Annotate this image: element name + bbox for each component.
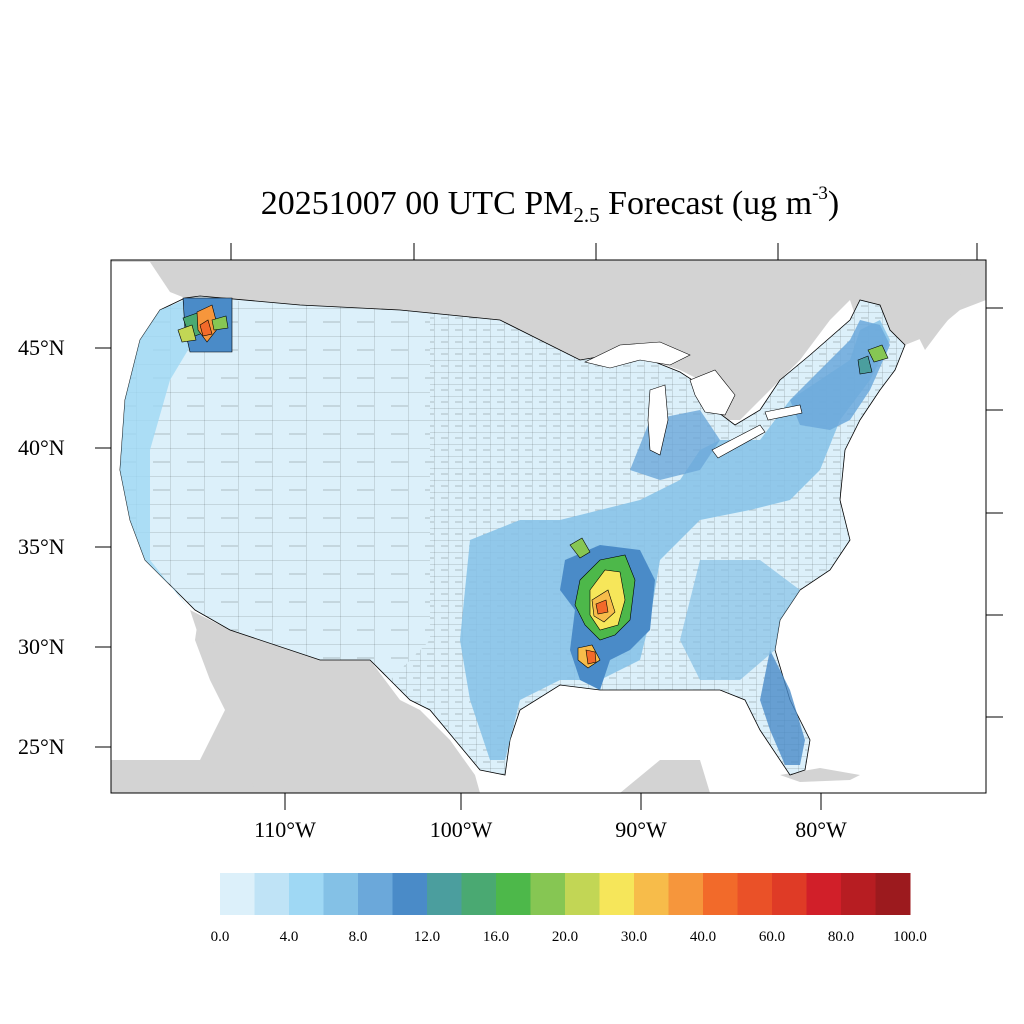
- me-teal: [857, 355, 873, 375]
- colorbar-swatch: [668, 873, 704, 915]
- lat-label-40: 40°N: [18, 435, 65, 460]
- lat-label-45: 45°N: [18, 335, 65, 360]
- colorbar-label: 0.0: [210, 929, 230, 945]
- colorbar-label: 100.0: [893, 929, 927, 945]
- hotspot-south-red: [585, 649, 597, 665]
- wa-yellowgreen: [177, 324, 197, 343]
- colorbar-swatch: [358, 873, 393, 915]
- lon-label-90: 90°W: [615, 817, 667, 842]
- colorbar-swatch: [461, 873, 497, 915]
- colorbar-swatch: [875, 873, 911, 915]
- colorbar-label: 12.0: [413, 929, 441, 945]
- colorbar-swatch: [841, 873, 876, 915]
- colorbar-label: 16.0: [482, 929, 510, 945]
- mexico-landmass: [111, 610, 480, 793]
- colorbar-swatch: [323, 873, 359, 915]
- lake-michigan: [647, 384, 669, 456]
- top-ticks: [230, 243, 978, 260]
- colorbar-swatch: [565, 873, 600, 915]
- hotspot-red: [595, 599, 609, 615]
- lake-ontario: [764, 404, 803, 421]
- lat-label-35: 35°N: [18, 534, 65, 559]
- lake-erie: [711, 424, 766, 459]
- central-band: [460, 320, 890, 760]
- colorbar-swatch: [427, 873, 462, 915]
- lake-huron: [689, 369, 736, 416]
- title-suffix: ): [827, 185, 840, 222]
- colorbar-label: 30.0: [620, 929, 648, 945]
- northeast-region: [790, 320, 890, 430]
- wa-green-east: [211, 315, 229, 331]
- baja-peninsula: [195, 620, 270, 790]
- title-prefix: 20251007 00 UTC PM: [260, 185, 574, 222]
- yucatan: [620, 760, 710, 793]
- west-coast-band: [120, 300, 200, 610]
- colorbar-swatch: [703, 873, 738, 915]
- colorbar-label: 20.0: [551, 929, 579, 945]
- colorbar: [220, 873, 911, 915]
- southeast-band: [680, 560, 800, 680]
- colorbar-label: 80.0: [827, 929, 855, 945]
- colorbar-swatch: [254, 873, 290, 915]
- colorbar-swatch: [530, 873, 566, 915]
- right-ticks: [986, 307, 1003, 718]
- colorbar-label: 60.0: [758, 929, 786, 945]
- left-ticks: [95, 347, 111, 748]
- canada-landmass: [111, 260, 986, 420]
- wa-red: [199, 319, 213, 337]
- bottom-ticks: [284, 793, 822, 810]
- colorbar-swatch: [634, 873, 669, 915]
- colorbar-swatch: [392, 873, 428, 915]
- florida-region: [760, 650, 805, 765]
- colorbar-label: 40.0: [689, 929, 717, 945]
- lon-label-100: 100°W: [429, 817, 493, 842]
- title-middle: Forecast (ug m: [599, 185, 813, 222]
- lake-superior: [584, 341, 691, 369]
- title-subscript: 2.5: [573, 203, 600, 227]
- colorbar-swatch: [289, 873, 324, 915]
- me-green: [867, 344, 889, 363]
- hotspot-green-north: [569, 537, 591, 559]
- canada-east-island: [915, 270, 986, 350]
- lon-label-110: 110°W: [254, 817, 316, 842]
- colorbar-swatch: [496, 873, 531, 915]
- colorbar-swatch: [772, 873, 807, 915]
- map-title: 20251007 00 UTC PM2.5 Forecast (ug m-3): [0, 183, 1024, 228]
- colorbar-label: 4.0: [279, 929, 299, 945]
- lat-label-30: 30°N: [18, 634, 65, 659]
- map-frame: [110, 259, 987, 794]
- colorbar-label: 8.0: [348, 929, 368, 945]
- colorbar-swatch: [599, 873, 635, 915]
- title-superscript: -3: [812, 183, 828, 204]
- colorbar-swatch: [220, 873, 255, 915]
- lon-label-80: 80°W: [795, 817, 847, 842]
- colorbar-swatch: [806, 873, 842, 915]
- lat-label-25: 25°N: [18, 734, 65, 759]
- colorbar-swatch: [737, 873, 773, 915]
